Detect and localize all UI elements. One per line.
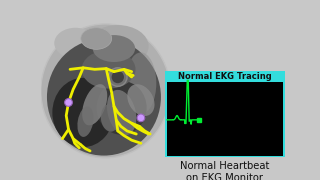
Circle shape (137, 114, 145, 122)
FancyBboxPatch shape (167, 73, 283, 82)
FancyBboxPatch shape (167, 82, 283, 156)
Circle shape (65, 99, 72, 106)
Ellipse shape (47, 39, 161, 156)
Ellipse shape (77, 107, 93, 137)
FancyBboxPatch shape (165, 71, 285, 158)
Text: Normal EKG Tracing: Normal EKG Tracing (178, 72, 272, 81)
Ellipse shape (127, 84, 155, 116)
Ellipse shape (82, 50, 135, 89)
Ellipse shape (52, 78, 114, 147)
Ellipse shape (54, 28, 97, 58)
Ellipse shape (93, 35, 135, 62)
Ellipse shape (81, 28, 112, 49)
Ellipse shape (125, 52, 156, 114)
Circle shape (108, 68, 127, 86)
Text: Normal Heartbeat
on EKG Monitor: Normal Heartbeat on EKG Monitor (180, 161, 270, 180)
Circle shape (112, 71, 124, 83)
Ellipse shape (87, 25, 148, 68)
Ellipse shape (107, 90, 136, 135)
Ellipse shape (82, 84, 107, 125)
Ellipse shape (97, 81, 147, 135)
Ellipse shape (101, 104, 119, 132)
Ellipse shape (41, 24, 170, 158)
